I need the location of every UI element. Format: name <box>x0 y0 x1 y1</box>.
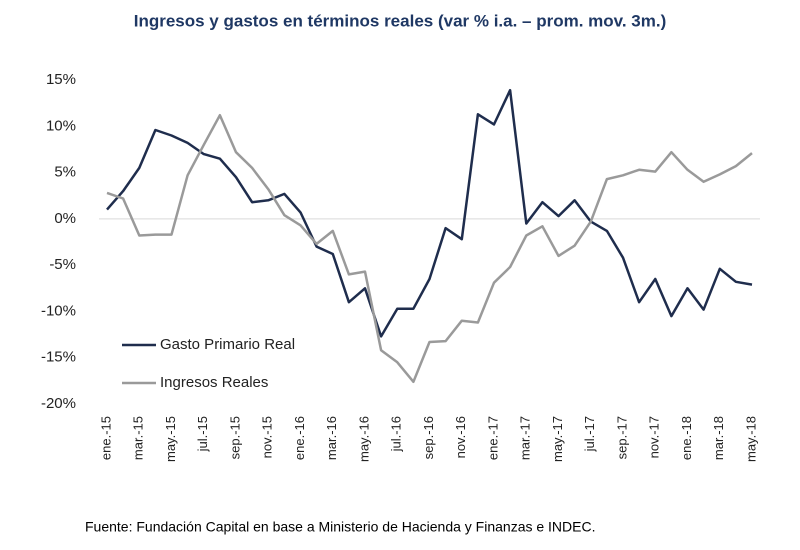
y-tick-label: 15% <box>46 71 76 88</box>
series-line <box>106 113 753 384</box>
legend-label: Ingresos Reales <box>160 374 268 391</box>
x-tick-label: mar.-17 <box>518 416 533 460</box>
x-tick-label: ene.-16 <box>292 416 307 460</box>
y-tick-label: -10% <box>41 302 76 319</box>
x-tick-label: may.-15 <box>163 416 178 462</box>
y-tick-label: -15% <box>41 349 76 366</box>
x-tick-label: nov.-15 <box>260 416 275 458</box>
x-tick-label: jul.-17 <box>582 416 597 452</box>
x-tick-label: mar.-18 <box>711 416 726 460</box>
x-tick-label: may.-17 <box>550 416 565 462</box>
series-line <box>106 88 753 338</box>
x-tick-label: nov.-17 <box>647 416 662 458</box>
x-tick-label: nov.-16 <box>453 416 468 458</box>
y-tick-label: 0% <box>54 210 76 227</box>
x-tick-label: mar.-16 <box>324 416 339 460</box>
x-tick-label: sep.-15 <box>227 416 242 459</box>
source-note: Fuente: Fundación Capital en base a Mini… <box>85 519 596 535</box>
x-tick-label: ene.-17 <box>485 416 500 460</box>
chart-title: Ingresos y gastos en términos reales (va… <box>134 11 667 30</box>
x-tick-label: sep.-17 <box>614 416 629 459</box>
y-tick-label: 10% <box>46 117 76 134</box>
y-tick-label: -20% <box>41 395 76 412</box>
x-tick-label: jul.-16 <box>389 416 404 452</box>
x-tick-label: mar.-15 <box>131 416 146 460</box>
y-tick-label: -5% <box>49 256 76 273</box>
x-tick-label: may.-16 <box>356 416 371 462</box>
x-tick-label: ene.-18 <box>679 416 694 460</box>
x-tick-label: ene.-15 <box>98 416 113 460</box>
x-tick-label: jul.-15 <box>195 416 210 452</box>
x-tick-label: sep.-16 <box>421 416 436 459</box>
y-tick-label: 5% <box>54 164 76 181</box>
x-tick-label: may.-18 <box>743 416 758 462</box>
legend-label: Gasto Primario Real <box>160 336 295 353</box>
